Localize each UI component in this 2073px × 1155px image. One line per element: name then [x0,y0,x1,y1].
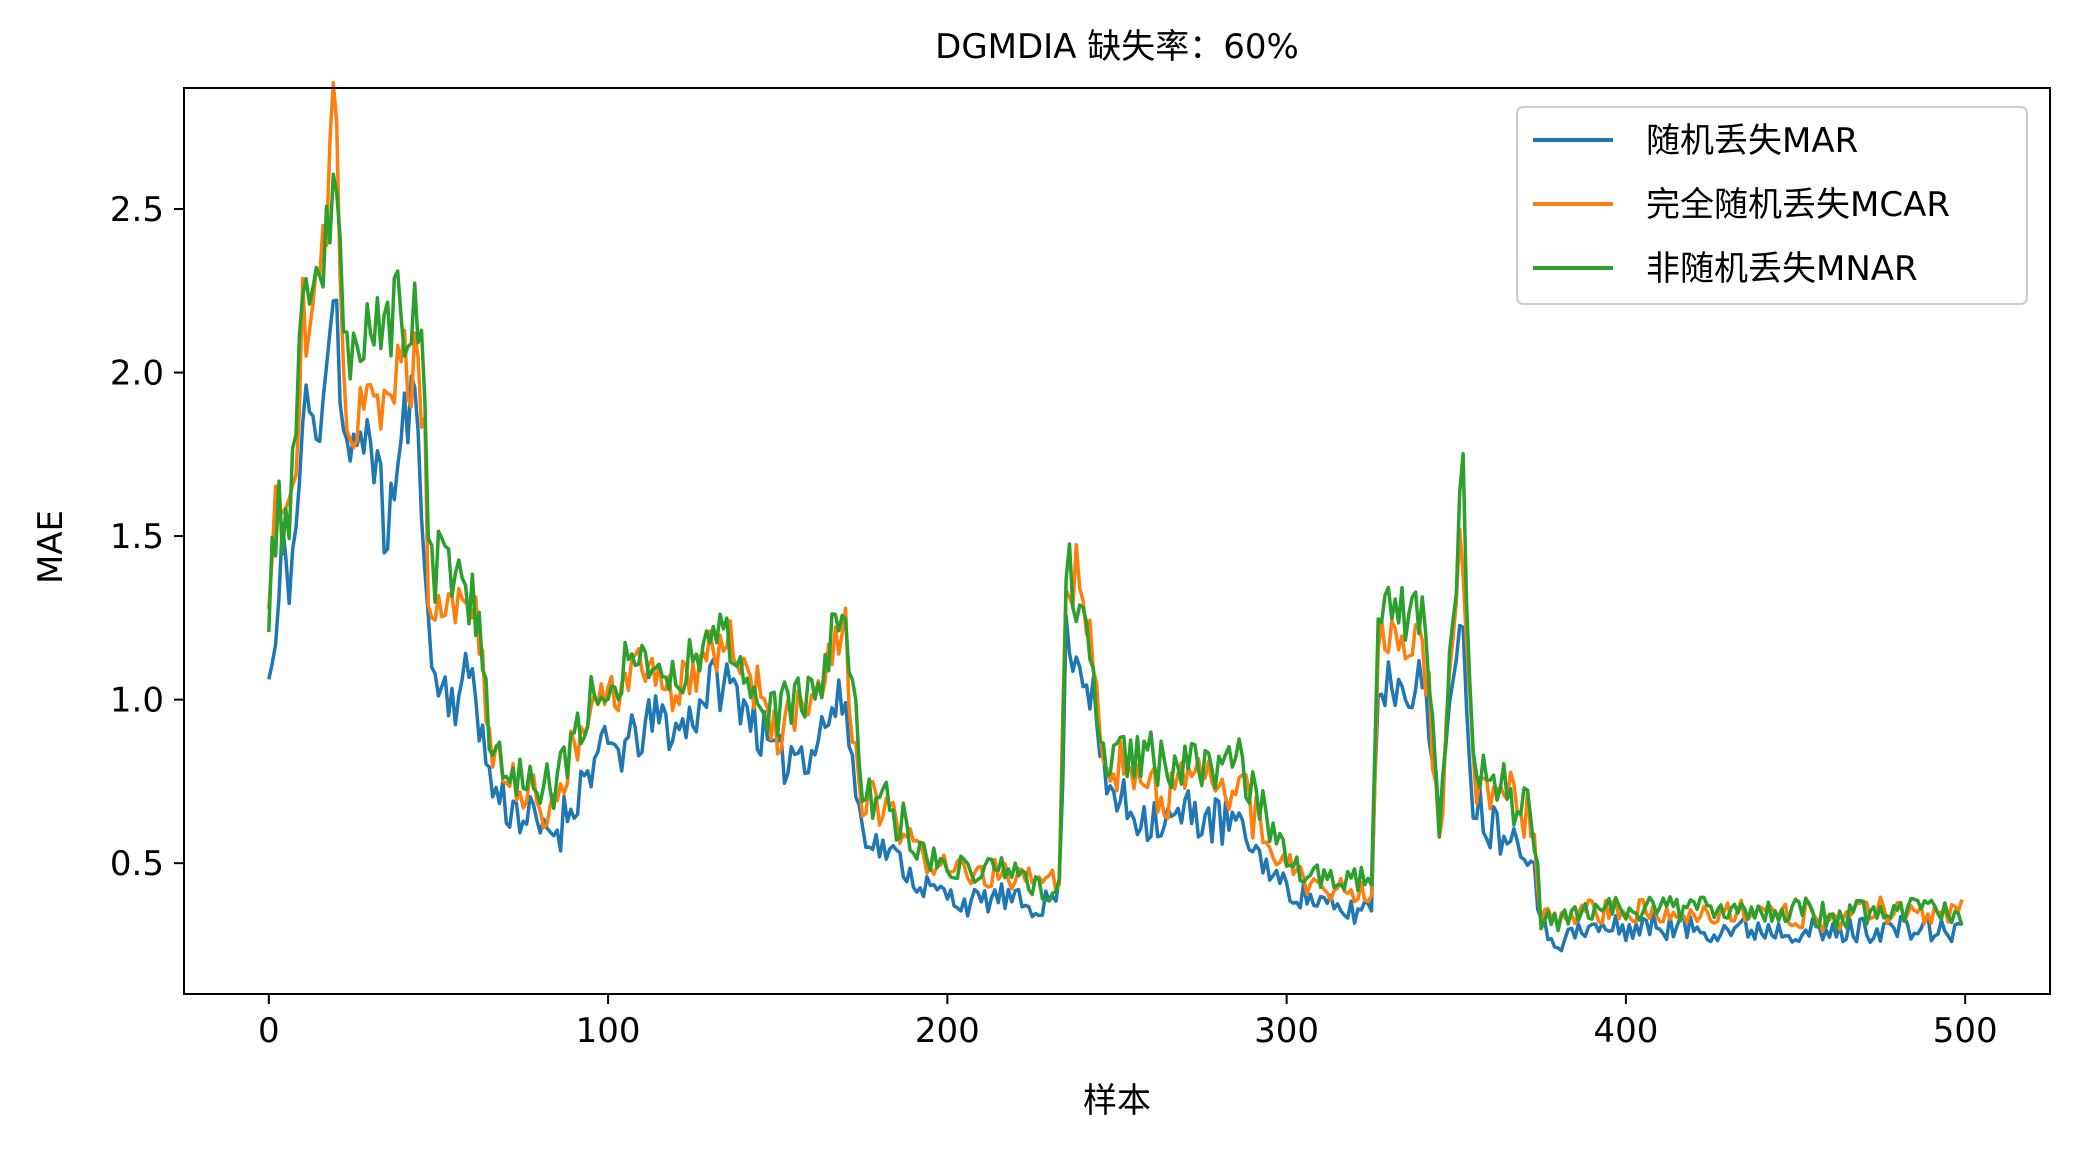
x-tick-label: 300 [1254,1011,1319,1051]
y-tick-label: 1.0 [110,681,164,721]
x-tick-label: 0 [258,1011,280,1051]
y-tick-label: 1.5 [110,517,164,557]
legend: 随机丢失MAR 完全随机丢失MCAR 非随机丢失MNAR [1516,106,2028,305]
x-tick-label: 200 [915,1011,980,1051]
x-axis-ticks: 0 100 200 300 400 500 [258,994,1998,1051]
series-line-mnar [267,172,1964,933]
y-tick-label: 2.0 [110,354,164,394]
x-tick-label: 100 [576,1011,641,1051]
y-tick-label: 0.5 [110,844,164,884]
legend-label-mcar: 完全随机丢失MCAR [1646,185,1950,225]
chart-title: DGMDIA 缺失率：60% [935,27,1299,67]
series-layer [267,80,1964,953]
plot-frame [183,87,2051,995]
x-tick-label: 400 [1593,1011,1658,1051]
y-tick-label: 2.5 [110,190,164,230]
x-axis-title: 样本 [1083,1081,1151,1121]
legend-box [1516,106,2028,305]
legend-label-mnar: 非随机丢失MNAR [1646,249,1918,289]
y-axis-title: MAE [31,510,71,584]
x-tick-label: 500 [1933,1011,1998,1051]
legend-label-mar: 随机丢失MAR [1646,121,1858,161]
y-axis-ticks: 0.5 1.0 1.5 2.0 2.5 [110,190,184,884]
